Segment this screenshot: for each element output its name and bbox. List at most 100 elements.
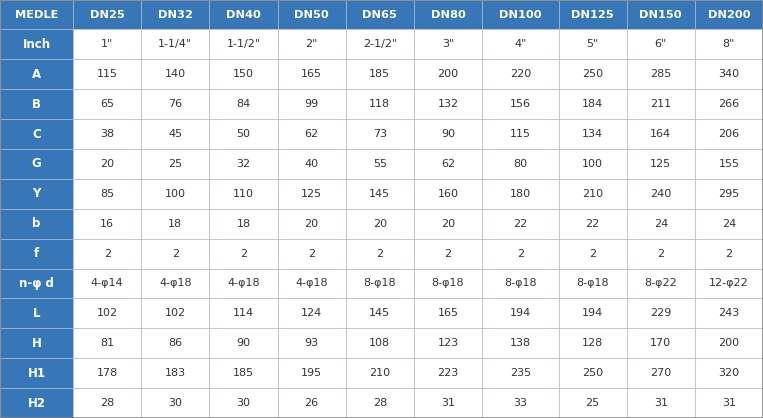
- Text: 211: 211: [650, 99, 671, 109]
- Text: 118: 118: [369, 99, 391, 109]
- Bar: [141, 89, 210, 119]
- Bar: [141, 239, 210, 268]
- Text: 45: 45: [169, 129, 182, 139]
- Bar: [278, 328, 346, 358]
- Text: 114: 114: [233, 308, 254, 319]
- Text: 8-φ18: 8-φ18: [504, 278, 536, 288]
- Text: DN25: DN25: [90, 10, 124, 20]
- Text: 235: 235: [510, 368, 531, 378]
- Text: 102: 102: [97, 308, 118, 319]
- Text: DN80: DN80: [430, 10, 465, 20]
- Bar: [73, 149, 141, 179]
- Bar: [141, 29, 210, 59]
- Text: 20: 20: [373, 219, 387, 229]
- Text: 2-1/2": 2-1/2": [362, 39, 397, 49]
- Bar: [414, 298, 482, 328]
- Bar: [141, 298, 210, 328]
- Bar: [482, 358, 559, 388]
- Text: 8-φ18: 8-φ18: [576, 278, 609, 288]
- Bar: [0, 328, 73, 358]
- Text: 32: 32: [237, 159, 250, 169]
- Text: 22: 22: [585, 219, 600, 229]
- Text: n-φ d: n-φ d: [19, 277, 54, 290]
- Text: 229: 229: [650, 308, 671, 319]
- Bar: [482, 119, 559, 149]
- Text: 18: 18: [237, 219, 250, 229]
- Bar: [141, 179, 210, 209]
- Bar: [210, 328, 278, 358]
- Bar: [210, 388, 278, 418]
- Text: 145: 145: [369, 189, 391, 199]
- Bar: [414, 59, 482, 89]
- Text: 115: 115: [510, 129, 531, 139]
- Bar: [482, 209, 559, 239]
- Bar: [0, 239, 73, 268]
- Text: 194: 194: [510, 308, 531, 319]
- Text: 2: 2: [104, 249, 111, 259]
- Text: 99: 99: [304, 99, 319, 109]
- Bar: [278, 388, 346, 418]
- Text: 2: 2: [376, 249, 383, 259]
- Bar: [73, 328, 141, 358]
- Bar: [414, 149, 482, 179]
- Bar: [482, 59, 559, 89]
- Bar: [559, 268, 626, 298]
- Bar: [210, 179, 278, 209]
- Bar: [559, 89, 626, 119]
- Text: 90: 90: [441, 129, 455, 139]
- Bar: [414, 358, 482, 388]
- Text: MEDLE: MEDLE: [15, 10, 58, 20]
- Bar: [559, 0, 626, 29]
- Text: 4-φ14: 4-φ14: [91, 278, 124, 288]
- Bar: [73, 179, 141, 209]
- Text: 240: 240: [650, 189, 671, 199]
- Text: 25: 25: [585, 398, 600, 408]
- Text: 183: 183: [165, 368, 186, 378]
- Bar: [210, 29, 278, 59]
- Text: 206: 206: [718, 129, 739, 139]
- Bar: [559, 388, 626, 418]
- Bar: [73, 29, 141, 59]
- Text: 165: 165: [437, 308, 459, 319]
- Text: 125: 125: [301, 189, 322, 199]
- Bar: [73, 0, 141, 29]
- Bar: [482, 0, 559, 29]
- Text: 123: 123: [437, 338, 459, 348]
- Text: 108: 108: [369, 338, 391, 348]
- Text: 145: 145: [369, 308, 391, 319]
- Bar: [695, 388, 763, 418]
- Bar: [414, 119, 482, 149]
- Bar: [626, 358, 695, 388]
- Bar: [626, 388, 695, 418]
- Text: 125: 125: [650, 159, 671, 169]
- Text: 128: 128: [582, 338, 604, 348]
- Bar: [695, 59, 763, 89]
- Text: 160: 160: [437, 189, 459, 199]
- Text: 84: 84: [237, 99, 251, 109]
- Text: 270: 270: [650, 368, 671, 378]
- Text: 2: 2: [172, 249, 179, 259]
- Bar: [482, 179, 559, 209]
- Bar: [559, 298, 626, 328]
- Text: 38: 38: [100, 129, 114, 139]
- Text: 50: 50: [237, 129, 250, 139]
- Bar: [346, 268, 414, 298]
- Bar: [73, 388, 141, 418]
- Bar: [414, 29, 482, 59]
- Bar: [346, 239, 414, 268]
- Text: 85: 85: [100, 189, 114, 199]
- Bar: [0, 89, 73, 119]
- Text: H2: H2: [27, 397, 46, 410]
- Text: 2: 2: [726, 249, 732, 259]
- Bar: [210, 119, 278, 149]
- Bar: [559, 328, 626, 358]
- Text: 1-1/2": 1-1/2": [227, 39, 261, 49]
- Text: 110: 110: [233, 189, 254, 199]
- Text: 340: 340: [718, 69, 739, 79]
- Text: 140: 140: [165, 69, 186, 79]
- Text: 155: 155: [719, 159, 739, 169]
- Bar: [0, 388, 73, 418]
- Bar: [414, 0, 482, 29]
- Text: 4-φ18: 4-φ18: [159, 278, 192, 288]
- Bar: [278, 209, 346, 239]
